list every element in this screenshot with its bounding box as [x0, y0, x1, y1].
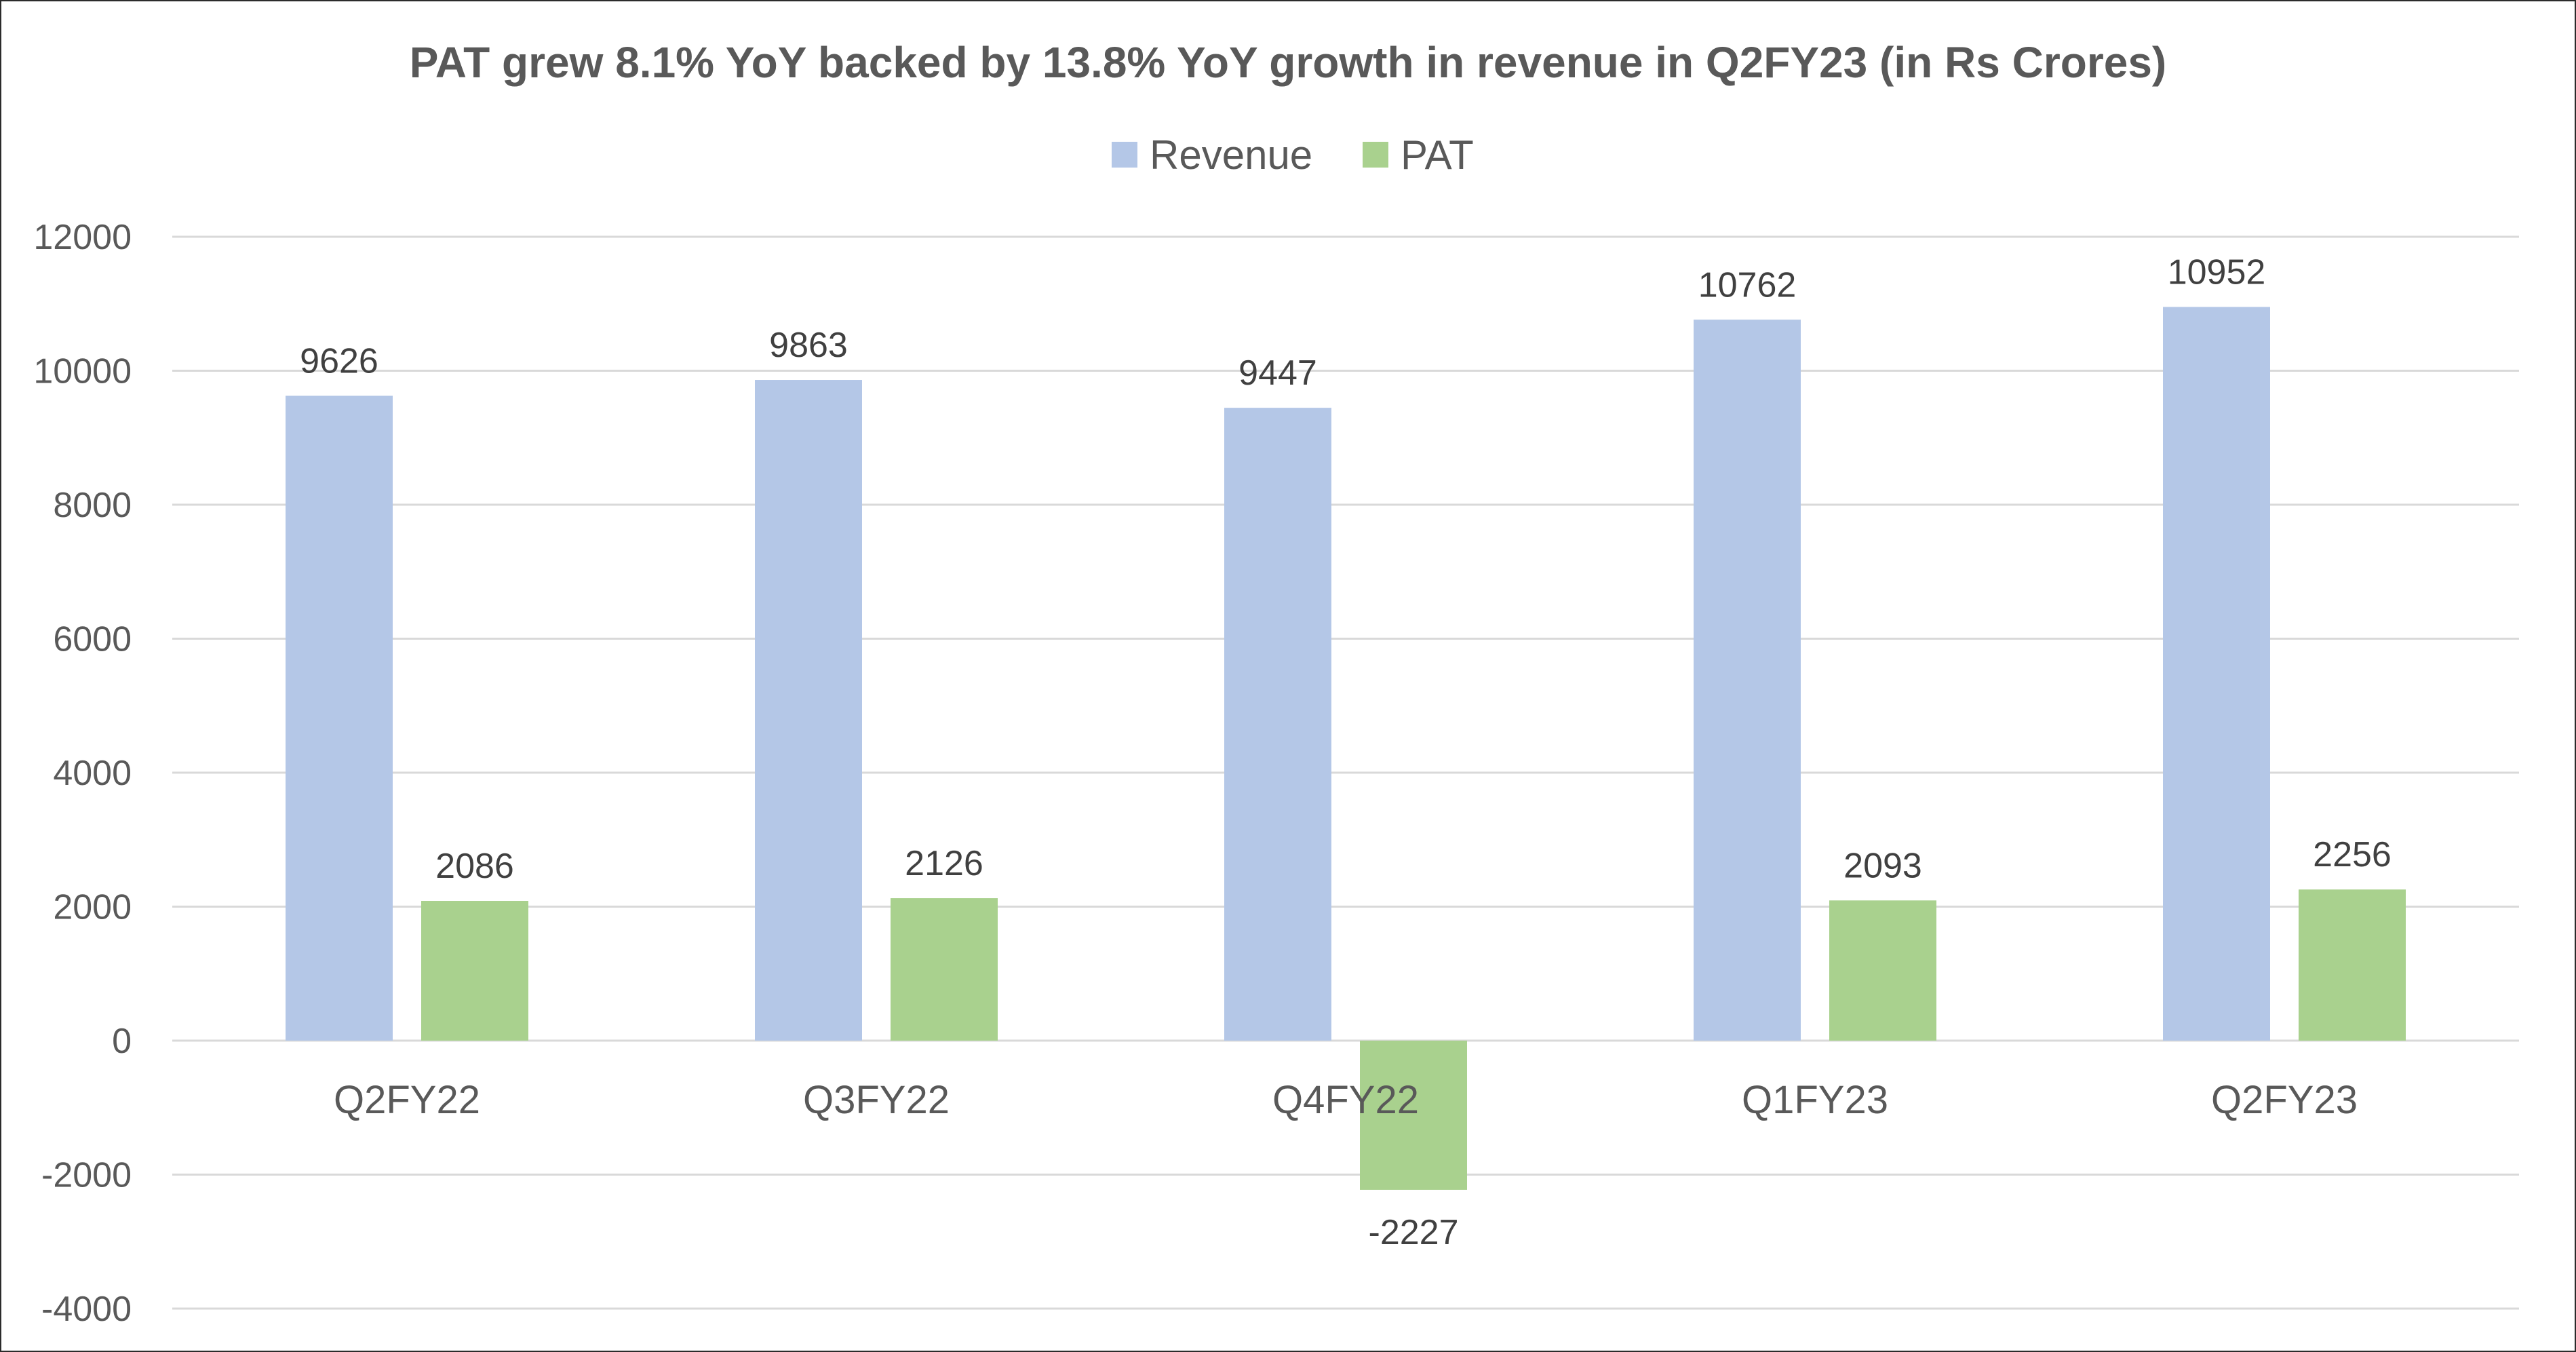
- bar-pat-q2fy23: [2299, 889, 2406, 1041]
- data-label-pat-q3fy22: 2126: [905, 844, 983, 883]
- data-label-revenue-q1fy23: 10762: [1698, 265, 1797, 305]
- x-axis: Q2FY22 Q3FY22 Q4FY22 Q1FY23 Q2FY23: [334, 1078, 2358, 1122]
- bar-revenue-q4fy22: [1224, 408, 1331, 1041]
- legend: Revenue PAT: [1112, 132, 1474, 178]
- y-tick-label: -2000: [41, 1156, 132, 1195]
- legend-label-revenue: Revenue: [1150, 132, 1312, 178]
- y-tick-label: 6000: [53, 620, 132, 659]
- y-tick-label: 4000: [53, 754, 132, 793]
- bar-pat-q4fy22: [1360, 1041, 1467, 1190]
- y-tick-label: 8000: [53, 486, 132, 525]
- y-tick-label: 0: [112, 1022, 132, 1061]
- y-tick-label: 2000: [53, 888, 132, 927]
- y-axis: 12000 10000 8000 6000 4000 2000 0 -2000 -4000: [33, 218, 132, 1329]
- gridlines: [172, 235, 2519, 1310]
- legend-swatch-pat: [1363, 142, 1388, 168]
- bar-pat-q2fy22: [421, 901, 528, 1041]
- data-label-pat-q2fy22: 2086: [435, 847, 514, 886]
- data-label-pat-q2fy23: 2256: [2313, 835, 2392, 874]
- y-tick-label: -4000: [41, 1290, 132, 1329]
- bar-pat-q1fy23: [1829, 900, 1936, 1041]
- data-labels: 9626 2086 9863 2126 9447 -2227 10762 2093 10952 2…: [300, 252, 2392, 1252]
- legend-swatch-revenue: [1112, 142, 1137, 168]
- y-tick-label: 10000: [33, 352, 132, 391]
- data-label-pat-q4fy22: -2227: [1369, 1213, 1459, 1252]
- bar-revenue-q2fy22: [286, 395, 393, 1041]
- x-category-label: Q2FY23: [2211, 1078, 2358, 1122]
- bar-revenue-q3fy22: [755, 380, 862, 1041]
- x-category-label: Q2FY22: [334, 1078, 480, 1122]
- x-category-label: Q4FY22: [1272, 1078, 1419, 1122]
- x-category-label: Q1FY23: [1742, 1078, 1888, 1122]
- data-label-revenue-q4fy22: 9447: [1238, 353, 1317, 393]
- data-label-pat-q1fy23: 2093: [1843, 846, 1922, 885]
- bar-pat-q3fy22: [891, 898, 998, 1041]
- bars: [286, 307, 2406, 1190]
- data-label-revenue-q3fy22: 9863: [769, 326, 848, 365]
- bar-revenue-q1fy23: [1694, 320, 1801, 1041]
- chart-title: PAT grew 8.1% YoY backed by 13.8% YoY gr…: [410, 38, 2166, 87]
- data-label-revenue-q2fy23: 10952: [2168, 252, 2266, 292]
- x-category-label: Q3FY22: [803, 1078, 950, 1122]
- legend-label-pat: PAT: [1401, 132, 1474, 178]
- y-tick-label: 12000: [33, 218, 132, 257]
- bar-revenue-q2fy23: [2163, 307, 2270, 1041]
- data-label-revenue-q2fy22: 9626: [300, 341, 378, 381]
